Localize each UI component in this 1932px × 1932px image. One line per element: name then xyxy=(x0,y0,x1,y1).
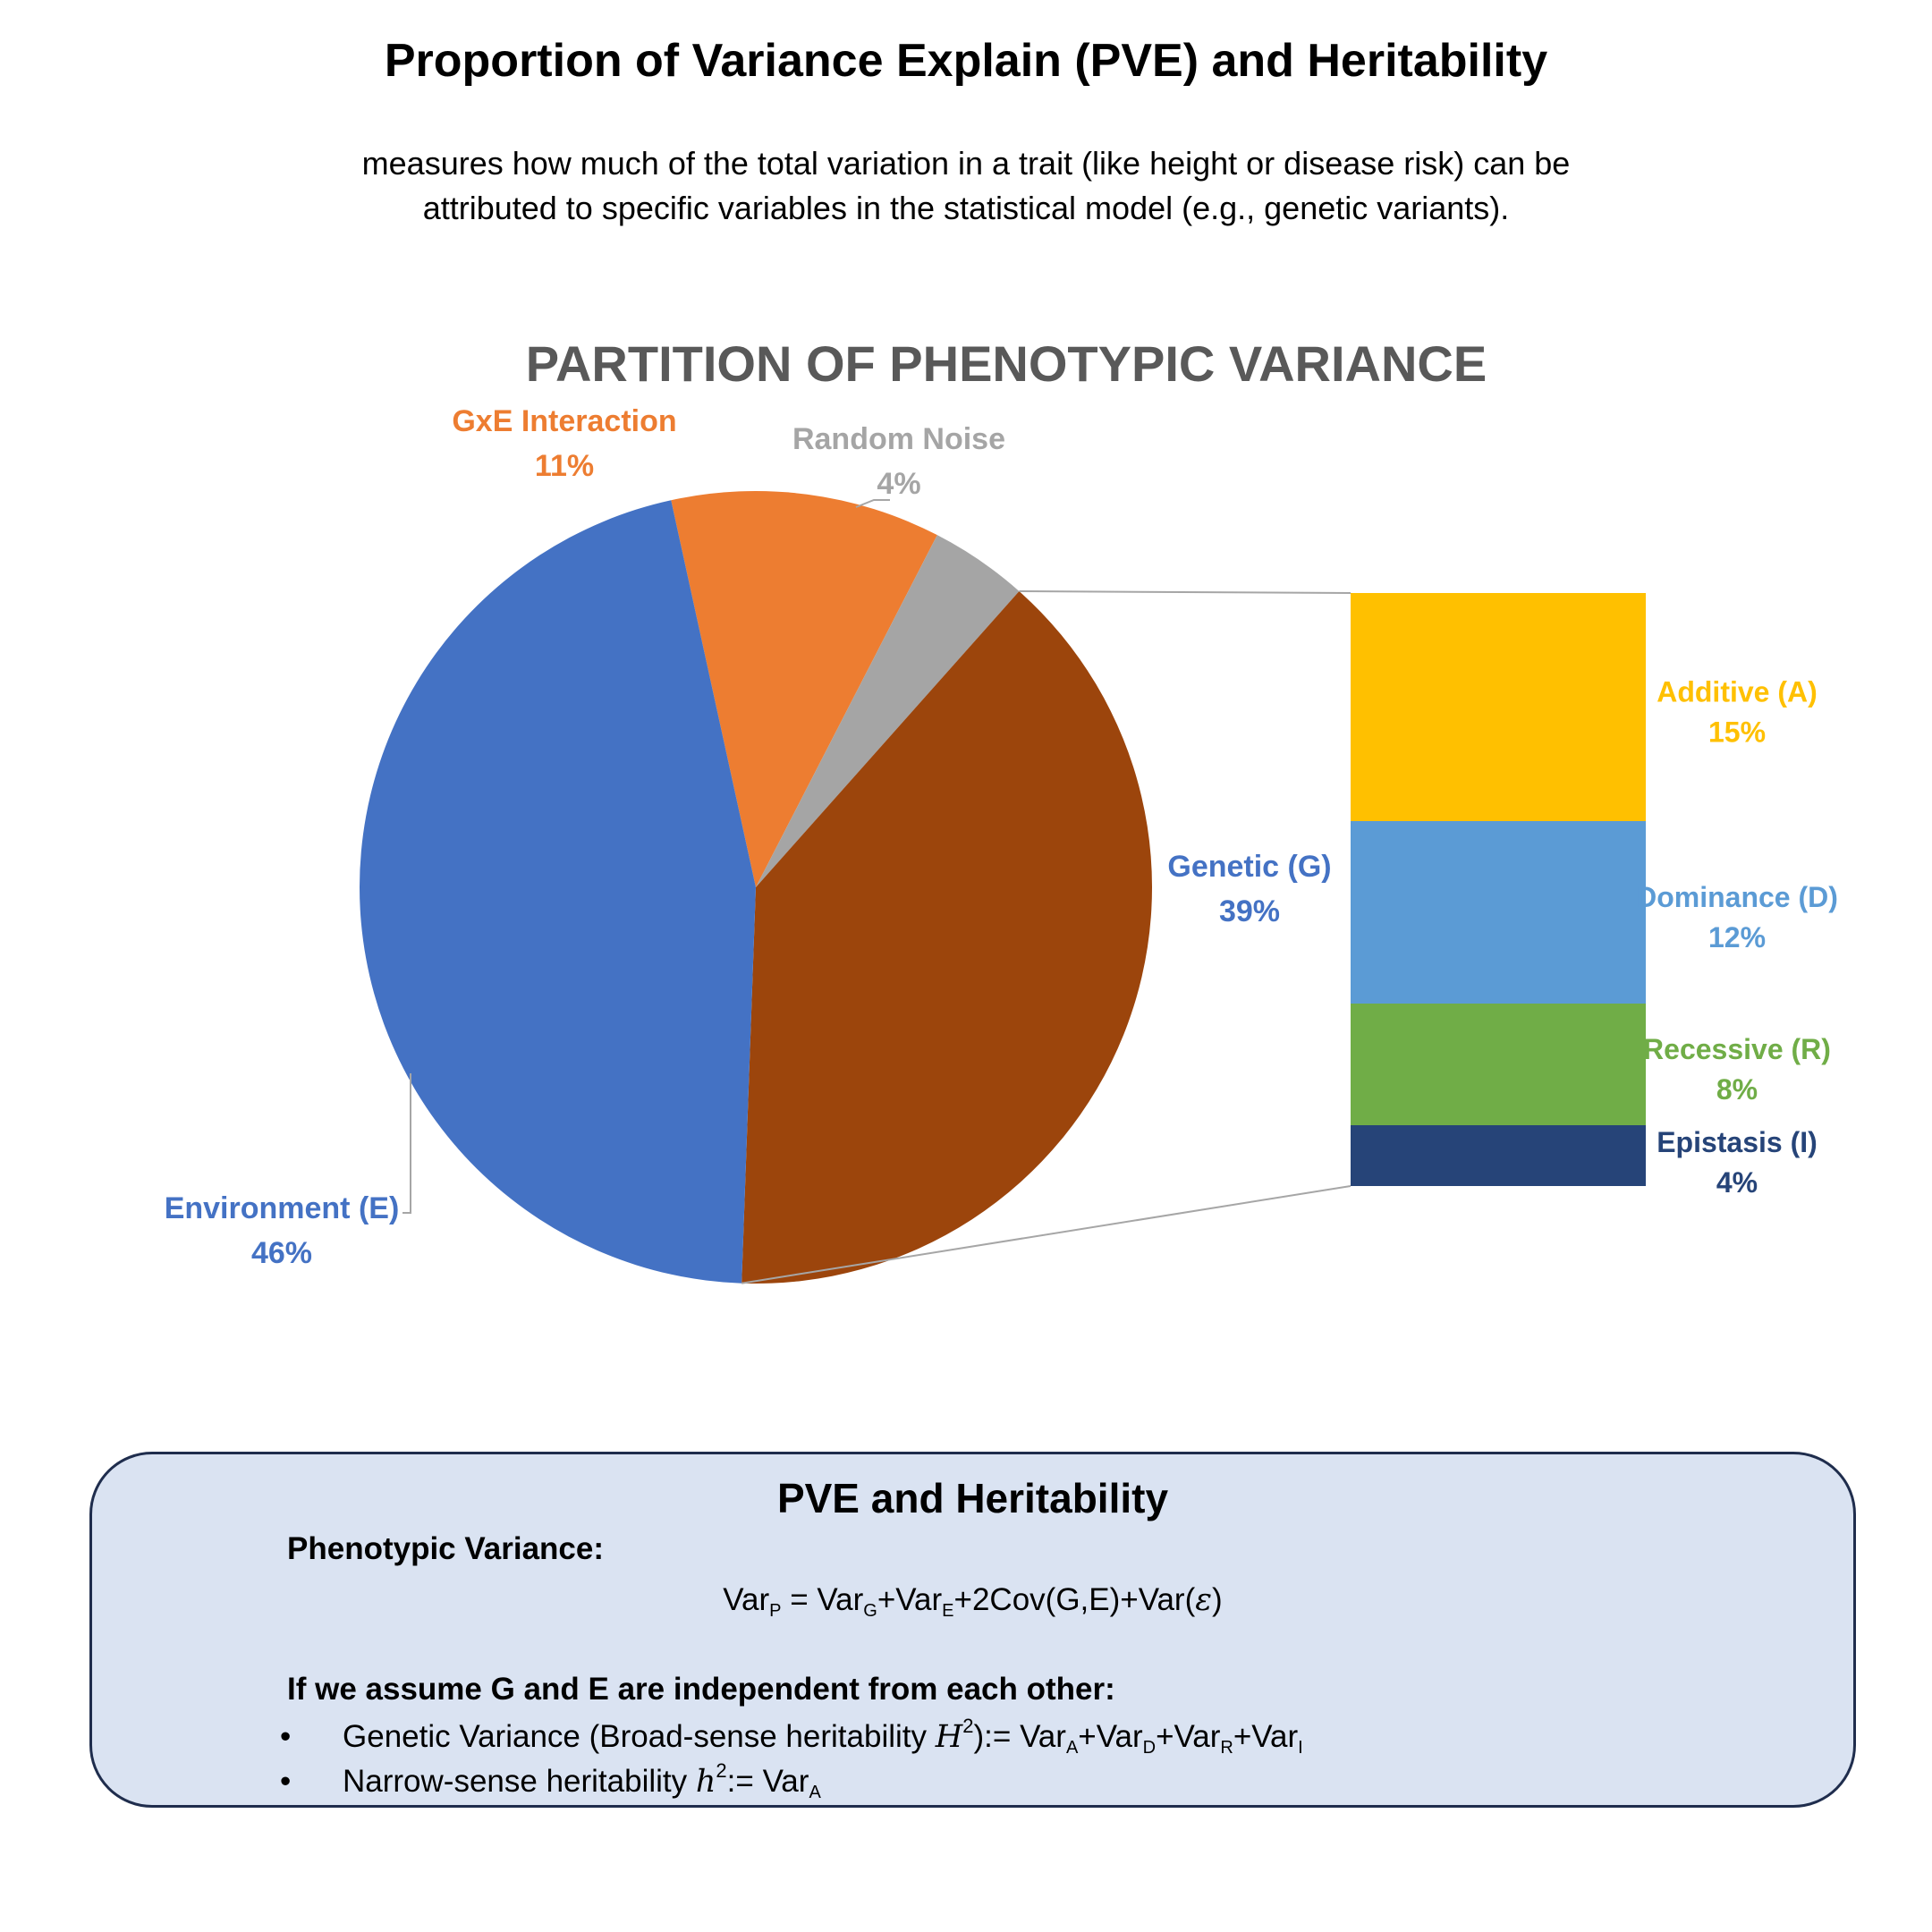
subtitle-line-2: attributed to specific variables in the … xyxy=(422,190,1510,226)
pie-label-gxe-interaction: GxE Interaction xyxy=(452,404,676,438)
pie-slice-random-noise xyxy=(756,535,1020,887)
bar-value-dominance-d: 12% xyxy=(1708,921,1766,953)
subtitle-line-1: measures how much of the total variation… xyxy=(361,145,1571,182)
pie-slice-gxe-interaction xyxy=(671,491,937,887)
leader-line-environment xyxy=(402,1073,411,1214)
bar-segment-epistasis-i xyxy=(1351,1125,1646,1186)
box-title: PVE and Heritability xyxy=(776,1475,1169,1521)
variance-chart: PARTITION OF PHENOTYPIC VARIANCE GxE Inte… xyxy=(165,335,1838,1284)
pie-slice-environment-e xyxy=(359,500,756,1284)
pie-value-environment-e: 46% xyxy=(251,1236,312,1270)
bar-value-recessive-r: 8% xyxy=(1716,1073,1758,1106)
bar-label-epistasis-i: Epistasis (I) xyxy=(1657,1126,1818,1158)
phenotypic-variance-formula: VarP = VarG+VarE+2Cov(G,E)+Var(ε) xyxy=(723,1582,1223,1621)
leader-line-random-noise xyxy=(855,499,890,508)
bar-label-additive-a: Additive (A) xyxy=(1657,676,1818,708)
bar-value-additive-a: 15% xyxy=(1708,716,1766,749)
pve-heritability-box: PVE and Heritability Phenotypic Variance… xyxy=(89,1452,1856,1808)
narrow-sense-bullet: • Narrow-sense heritability h2:= VarA xyxy=(280,1759,821,1802)
bar-label-recessive-r: Recessive (R) xyxy=(1643,1033,1831,1065)
bar-segment-recessive-r xyxy=(1351,1004,1646,1125)
pie-value-random-noise: 4% xyxy=(877,467,920,501)
phenotypic-variance-heading: Phenotypic Variance: xyxy=(287,1531,605,1566)
connector-line-bottom xyxy=(741,1185,1352,1284)
independence-heading: If we assume G and E are independent fro… xyxy=(287,1672,1115,1707)
pie-value-genetic-g: 39% xyxy=(1219,894,1280,928)
connector-line-top xyxy=(1019,589,1352,594)
broad-sense-bullet: • Genetic Variance (Broad-sense heritabil… xyxy=(280,1715,1303,1758)
page-title: Proportion of Variance Explain (PVE) and… xyxy=(384,35,1548,87)
pie-label-environment-e: Environment (E) xyxy=(165,1191,400,1225)
pie-label-genetic-g: Genetic (G) xyxy=(1167,850,1331,884)
pie-slice-genetic-g xyxy=(741,590,1153,1284)
page-subtitle: measures how much of the total variation… xyxy=(250,141,1682,231)
bar-label-dominance-d: Dominance (D) xyxy=(1636,881,1838,913)
bar-value-epistasis-i: 4% xyxy=(1716,1166,1758,1199)
chart-title: PARTITION OF PHENOTYPIC VARIANCE xyxy=(526,335,1487,392)
pie-label-random-noise: Random Noise xyxy=(792,422,1005,456)
pie-value-gxe-interaction: 11% xyxy=(535,449,594,483)
bar-segment-dominance-d xyxy=(1351,821,1646,1004)
bar-segment-additive-a xyxy=(1351,593,1646,821)
